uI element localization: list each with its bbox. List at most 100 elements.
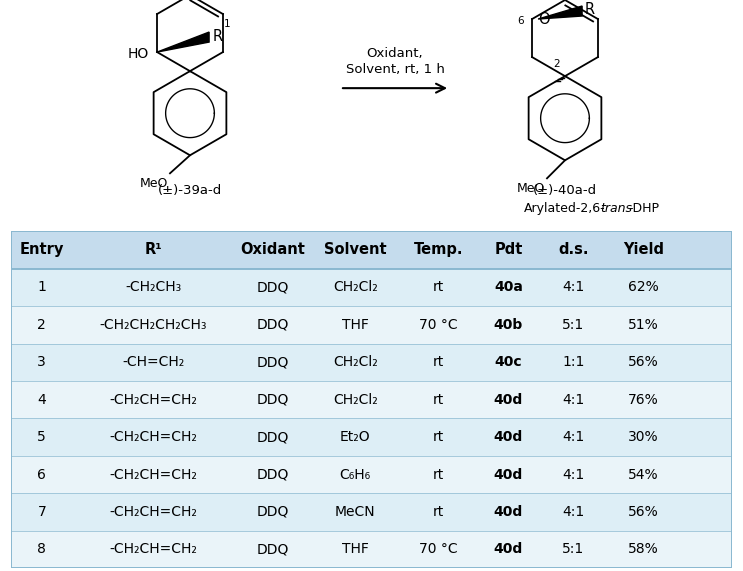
Text: 2: 2 [554,59,560,69]
Text: O: O [538,11,550,26]
Text: (±)-39a-d: (±)-39a-d [158,184,222,197]
Text: 6: 6 [37,468,46,481]
Text: 40c: 40c [495,355,522,369]
Text: 54%: 54% [629,468,659,481]
Text: THF: THF [342,318,369,332]
Text: 1: 1 [224,19,231,29]
Bar [11,456,732,493]
Text: CH₂Cl₂: CH₂Cl₂ [333,280,377,295]
Text: 56%: 56% [628,355,659,369]
Text: Et₂O: Et₂O [340,430,371,444]
Bar [11,344,732,381]
Text: DDQ: DDQ [256,430,288,444]
Polygon shape [157,32,209,52]
Text: R: R [213,29,223,43]
Text: 40b: 40b [494,318,523,332]
Polygon shape [538,6,582,19]
Text: Oxidant,: Oxidant, [367,47,424,60]
Text: Entry: Entry [19,243,64,258]
Text: 56%: 56% [628,505,659,519]
Text: 4:1: 4:1 [562,280,585,295]
Text: -CH₂CH=CH₂: -CH₂CH=CH₂ [109,393,198,407]
Text: R¹: R¹ [145,243,163,258]
Text: 40d: 40d [494,430,523,444]
Text: 1: 1 [37,280,46,295]
Bar [11,231,732,269]
Text: 62%: 62% [628,280,659,295]
Text: DDQ: DDQ [256,468,288,481]
Text: 3: 3 [37,355,46,369]
Text: Solvent: Solvent [324,243,386,258]
Text: Oxidant: Oxidant [240,243,305,258]
Text: 40d: 40d [494,542,523,556]
Text: -CH=CH₂: -CH=CH₂ [123,355,184,369]
Text: Pdt: Pdt [494,243,522,258]
Text: rt: rt [432,430,444,444]
Text: 40d: 40d [494,505,523,519]
Bar [11,306,732,344]
Text: Temp.: Temp. [413,243,463,258]
Text: 5:1: 5:1 [562,318,585,332]
Text: d.s.: d.s. [558,243,588,258]
Bar [11,493,732,530]
Bar [11,269,732,306]
Text: -CH₂CH₂CH₂CH₃: -CH₂CH₂CH₂CH₃ [100,318,207,332]
Text: 40d: 40d [494,393,523,407]
Text: 6: 6 [517,16,524,26]
Text: rt: rt [432,468,444,481]
Text: THF: THF [342,542,369,556]
Text: Yield: Yield [623,243,664,258]
Text: DDQ: DDQ [256,280,288,295]
Text: DDQ: DDQ [256,542,288,556]
Text: 1: 1 [596,0,603,2]
Text: 70 °C: 70 °C [419,542,458,556]
Text: 8: 8 [37,542,46,556]
Text: 51%: 51% [628,318,659,332]
Text: 4:1: 4:1 [562,468,585,481]
Text: rt: rt [432,393,444,407]
Text: -CH₂CH=CH₂: -CH₂CH=CH₂ [109,505,198,519]
Text: DDQ: DDQ [256,318,288,332]
Text: -CH₂CH=CH₂: -CH₂CH=CH₂ [109,430,198,444]
Text: Solvent, rt, 1 h: Solvent, rt, 1 h [345,63,444,76]
Text: DDQ: DDQ [256,393,288,407]
Text: 4: 4 [37,393,46,407]
Text: 40a: 40a [494,280,523,295]
Text: DDQ: DDQ [256,505,288,519]
Text: MeCN: MeCN [335,505,376,519]
Text: 4:1: 4:1 [562,505,585,519]
Text: rt: rt [432,505,444,519]
Text: C₆H₆: C₆H₆ [340,468,371,481]
Text: -DHP: -DHP [628,202,659,215]
Bar [11,530,732,568]
Text: MeO: MeO [516,182,545,195]
Text: 1:1: 1:1 [562,355,585,369]
Bar [11,419,732,456]
Text: 30%: 30% [629,430,659,444]
Text: 5:1: 5:1 [562,542,585,556]
Text: MeO: MeO [140,178,168,190]
Text: Arylated-2,6-: Arylated-2,6- [525,202,606,215]
Text: rt: rt [432,355,444,369]
Text: -CH₂CH=CH₂: -CH₂CH=CH₂ [109,542,198,556]
Text: HO: HO [128,47,149,61]
Text: 2: 2 [37,318,46,332]
Text: 7: 7 [37,505,46,519]
Text: 58%: 58% [628,542,659,556]
Text: -CH₂CH₃: -CH₂CH₃ [126,280,181,295]
Text: -CH₂CH=CH₂: -CH₂CH=CH₂ [109,468,198,481]
Bar [11,381,732,419]
Text: 40d: 40d [494,468,523,481]
Text: CH₂Cl₂: CH₂Cl₂ [333,393,377,407]
Text: 4:1: 4:1 [562,393,585,407]
Text: 70 °C: 70 °C [419,318,458,332]
Text: CH₂Cl₂: CH₂Cl₂ [333,355,377,369]
Text: 5: 5 [37,430,46,444]
Text: DDQ: DDQ [256,355,288,369]
Text: (±)-40a-d: (±)-40a-d [533,184,597,197]
Text: 76%: 76% [628,393,659,407]
Text: rt: rt [432,280,444,295]
Text: 4:1: 4:1 [562,430,585,444]
Text: R: R [585,2,595,17]
Text: trans: trans [600,202,632,215]
